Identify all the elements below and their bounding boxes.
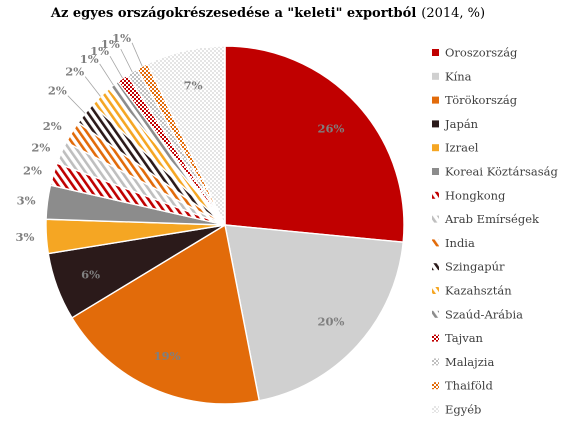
leader-line-kazahsztan (84, 76, 101, 97)
legend-swatch (432, 120, 439, 128)
data-label-koreai-koztarsasag: 3% (17, 194, 36, 208)
data-label-torokorszag: 19% (154, 349, 181, 363)
legend-swatch (432, 382, 439, 390)
legend-swatch (432, 239, 439, 247)
legend-item-torokorszag: Törökország (432, 93, 518, 107)
legend-swatch (432, 334, 439, 342)
data-label-egyeb: 7% (184, 78, 203, 92)
legend-item-thaifold: Thaiföld (432, 379, 493, 393)
chart-title-main: Az egyes országokrészesedése a "keleti" … (50, 6, 416, 21)
legend-swatch (432, 49, 439, 56)
legend-swatch (432, 287, 439, 294)
leader-line-szingapur (67, 95, 86, 114)
legend-label: Izrael (445, 141, 479, 155)
legend-label: Oroszország (445, 46, 518, 60)
legend-label: India (445, 236, 475, 250)
legend-label: Szaúd-Arábia (445, 307, 523, 321)
legend-label: Hongkong (445, 188, 506, 202)
pie-slice-egyeb (146, 45, 226, 226)
data-label-tajvan: 1% (90, 44, 109, 58)
legend-swatch (432, 96, 439, 104)
data-label-japan: 6% (81, 267, 100, 281)
legend-swatch (432, 310, 439, 318)
data-label-szaud-arabia: 1% (80, 52, 99, 66)
legend-item-kina: Kína (432, 69, 472, 83)
legend-item-koreai-koztarsasag: Koreai Köztársaság (432, 165, 558, 179)
legend-label: Kína (445, 69, 472, 83)
leader-line-thaifold (131, 42, 143, 67)
legend: Oroszország Kína Törökország Japán Izrael Kor… (432, 46, 558, 417)
data-label-india: 2% (43, 119, 62, 133)
legend-item-india: India (432, 236, 475, 250)
legend-swatch (432, 263, 439, 271)
data-label-arab-emirsegek: 2% (31, 141, 50, 155)
legend-swatch (432, 72, 439, 80)
legend-label: Törökország (445, 93, 518, 107)
legend-label: Koreai Köztársaság (445, 165, 558, 179)
data-label-kina: 20% (318, 314, 345, 328)
legend-item-malajzia: Malajzia (432, 355, 494, 369)
data-label-malajzia: 1% (101, 37, 120, 51)
legend-label: Arab Emírségek (444, 212, 540, 226)
data-label-kazahsztan: 2% (65, 65, 84, 79)
legend-swatch (432, 406, 439, 413)
leader-line-tajvan (109, 55, 123, 79)
legend-swatch (432, 358, 439, 366)
pie-slices (45, 45, 405, 405)
legend-label: Egyéb (445, 403, 481, 417)
legend-item-hongkong: Hongkong (432, 188, 506, 202)
leader-line-szaud-arabia (99, 63, 114, 86)
legend-item-oroszorszag: Oroszország (432, 46, 518, 60)
legend-label: Kazahsztán (445, 284, 512, 298)
legend-swatch (432, 191, 439, 199)
chart-title: Az egyes országokrészesedése a "keleti" … (50, 6, 485, 21)
legend-item-egyeb: Egyéb (432, 403, 481, 417)
legend-item-arab-emirsegek: Arab Emírségek (432, 212, 540, 226)
legend-label: Japán (444, 117, 479, 131)
chart-subtitle: (2014, %) (421, 6, 485, 21)
legend-item-tajvan: Tajvan (432, 331, 484, 345)
legend-item-izrael: Izrael (432, 141, 479, 155)
slice-labels: 26%20%19%6%3%3%2%2%2%2%2%1%1%1%1%7% (15, 31, 344, 363)
data-label-hongkong: 2% (23, 164, 42, 178)
legend-item-japan: Japán (432, 117, 479, 131)
legend-label: Tajvan (445, 331, 484, 345)
data-label-szingapur: 2% (48, 84, 67, 98)
pie-slice-kina (224, 224, 404, 402)
legend-label: Malajzia (445, 355, 494, 369)
data-label-oroszorszag: 26% (318, 122, 345, 136)
data-label-thaifold: 1% (112, 31, 131, 45)
legend-item-szaud-arabia: Szaúd-Arábia (432, 307, 523, 321)
legend-swatch (432, 168, 439, 175)
legend-swatch (432, 144, 439, 152)
leader-lines (67, 42, 143, 114)
leader-line-malajzia (120, 48, 133, 73)
data-label-izrael: 3% (15, 230, 34, 244)
legend-label: Thaiföld (445, 379, 493, 393)
legend-item-kazahsztan: Kazahsztán (432, 284, 512, 298)
pie-slice-torokorszag (70, 223, 261, 405)
legend-label: Szingapúr (445, 260, 505, 274)
legend-swatch (432, 215, 439, 223)
legend-item-szingapur: Szingapúr (432, 260, 505, 274)
pie-slice-oroszorszag (224, 45, 405, 243)
